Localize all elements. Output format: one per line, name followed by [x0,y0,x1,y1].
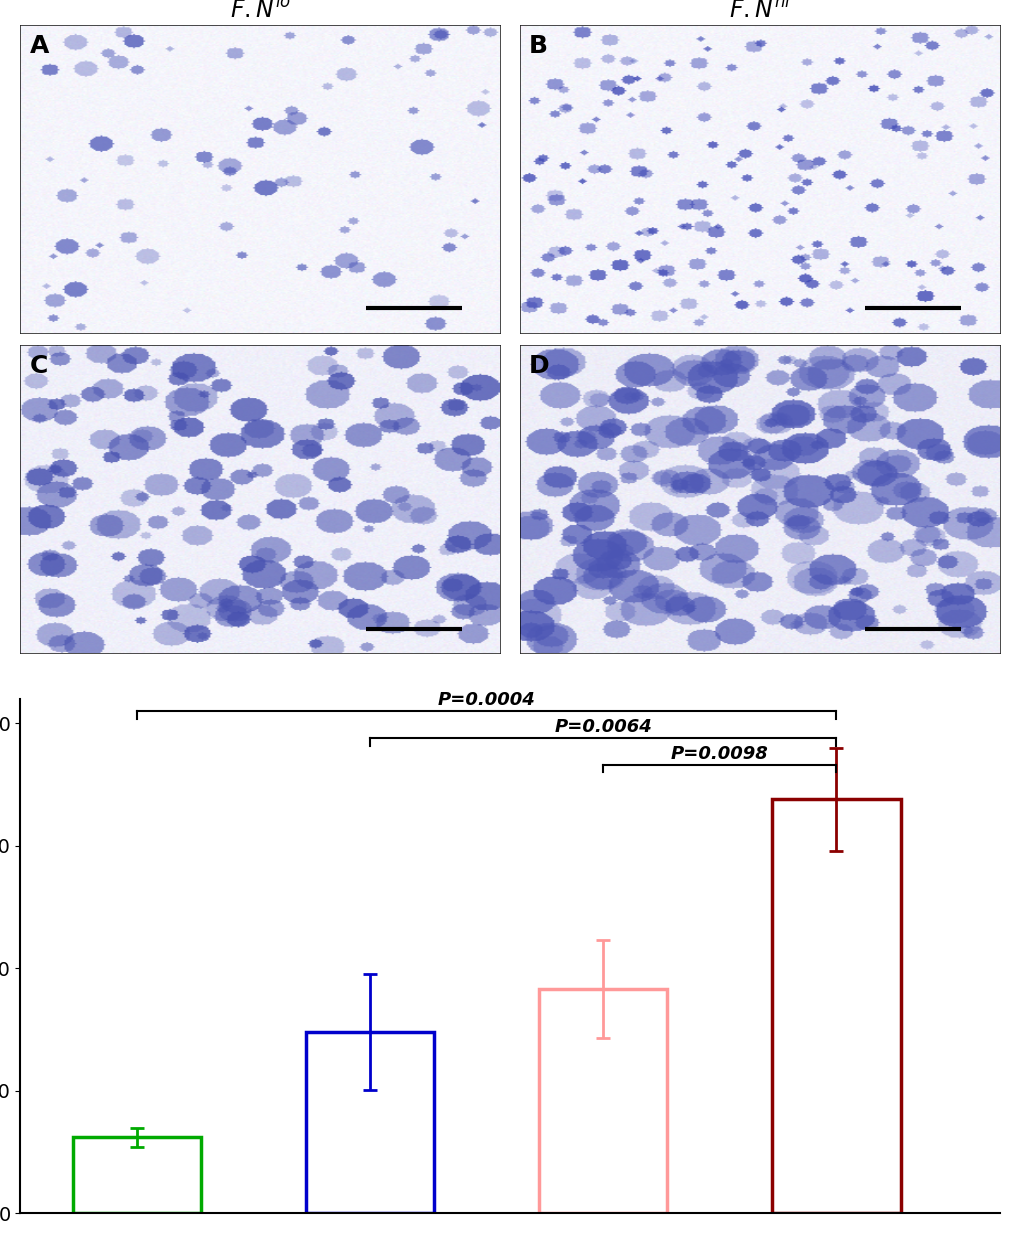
Bar [306,1032,434,1213]
Bar [72,1138,201,1213]
Bar [771,800,900,1213]
Text: C: C [30,354,48,379]
Text: P=0.0004: P=0.0004 [437,691,535,709]
Title: $\it{F. N}^{lo}$: $\it{F. N}^{lo}$ [229,0,290,22]
Text: D: D [529,354,549,379]
Title: $\it{F. N}^{hi}$: $\it{F. N}^{hi}$ [728,0,790,22]
Text: P=0.0098: P=0.0098 [671,745,768,763]
Text: B: B [529,33,547,58]
Text: P=0.0064: P=0.0064 [554,718,651,735]
Bar [539,989,666,1213]
Text: A: A [30,33,49,58]
